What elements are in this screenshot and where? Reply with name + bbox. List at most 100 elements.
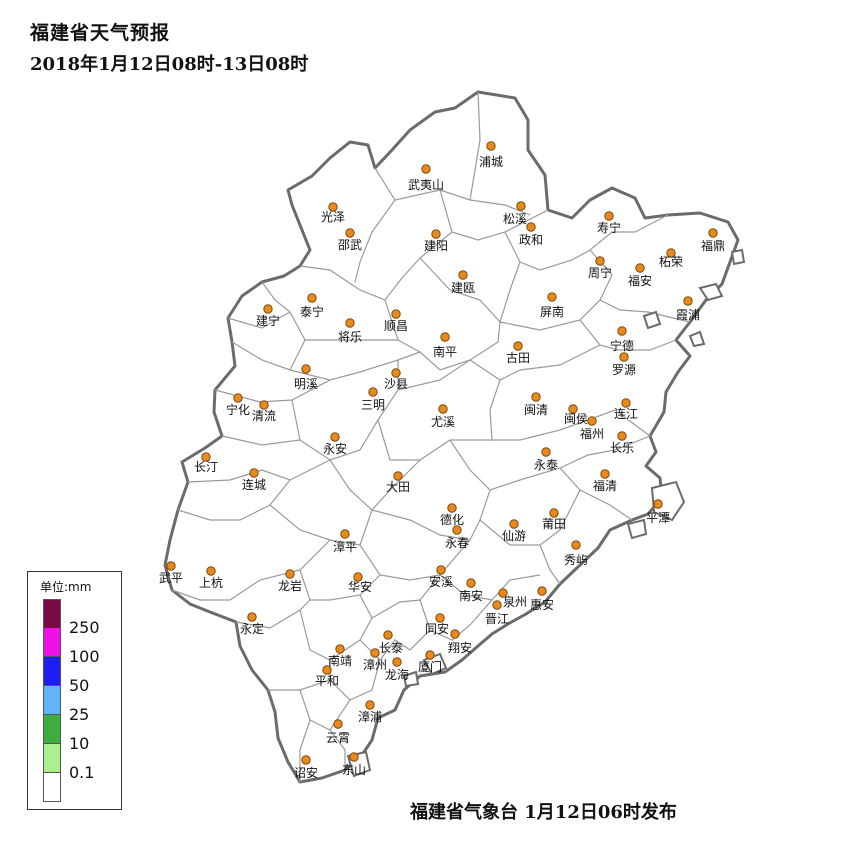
station-dot-icon xyxy=(365,700,375,710)
station-dot-icon xyxy=(600,469,610,479)
station-65: 平和 xyxy=(315,665,339,688)
station-6: 邵武 xyxy=(338,228,362,252)
station-dot-icon xyxy=(568,404,578,414)
station-dot-icon xyxy=(635,263,645,273)
station-label: 将乐 xyxy=(338,330,362,344)
station-label: 莆田 xyxy=(542,517,566,531)
station-45: 永春 xyxy=(445,525,469,550)
station-label: 松溪 xyxy=(503,212,527,226)
station-label: 古田 xyxy=(506,350,530,365)
station-dot-icon xyxy=(617,431,627,441)
station-64: 厦门 xyxy=(418,650,442,674)
station-13: 霞浦 xyxy=(676,296,700,322)
station-42: 德化 xyxy=(440,503,464,527)
station-label: 武平 xyxy=(159,571,183,585)
station-55: 惠安 xyxy=(530,586,554,612)
legend-swatch-0-1 xyxy=(43,773,61,802)
station-dot-icon xyxy=(259,400,269,410)
station-dot-icon xyxy=(345,228,355,238)
station-label: 明溪 xyxy=(294,377,318,391)
precipitation-legend: 单位:mm 250 100 50 25 10 0.1 xyxy=(27,571,122,810)
station-label: 建宁 xyxy=(256,313,280,328)
station-label: 南安 xyxy=(459,588,483,603)
station-69: 东山 xyxy=(342,752,366,777)
station-63: 龙海 xyxy=(385,657,409,682)
station-label: 柘荣 xyxy=(659,255,683,269)
legend-label-250: 250 xyxy=(69,618,100,637)
station-label: 龙海 xyxy=(385,667,409,682)
station-label: 泰宁 xyxy=(300,304,324,319)
station-dot-icon xyxy=(531,392,541,402)
station-label: 武夷山 xyxy=(408,177,444,192)
station-66: 漳浦 xyxy=(358,700,382,724)
legend-label-100: 100 xyxy=(69,647,100,666)
station-label: 宁化 xyxy=(226,402,250,417)
station-dot-icon xyxy=(435,613,445,623)
station-label: 厦门 xyxy=(418,659,442,674)
station-48: 武平 xyxy=(159,561,183,585)
station-32: 福州 xyxy=(580,416,604,441)
station-label: 永泰 xyxy=(534,458,558,472)
station-label: 东山 xyxy=(342,763,366,777)
station-label: 顺昌 xyxy=(384,319,408,333)
station-dot-icon xyxy=(571,540,581,550)
station-17: 顺昌 xyxy=(384,309,408,333)
station-label: 南靖 xyxy=(328,653,352,668)
station-68: 诏安 xyxy=(294,755,318,780)
station-dot-icon xyxy=(392,657,402,667)
station-56: 晋江 xyxy=(485,600,509,626)
station-dot-icon xyxy=(328,202,338,212)
station-label: 福鼎 xyxy=(701,238,725,253)
station-10: 柘荣 xyxy=(659,248,683,269)
station-label: 上杭 xyxy=(199,575,223,590)
station-dot-icon xyxy=(666,248,676,258)
station-62: 漳州 xyxy=(363,648,387,672)
station-52: 安溪 xyxy=(429,565,453,589)
station-28: 三明 xyxy=(361,387,385,412)
station-dot-icon xyxy=(595,256,605,266)
station-dot-icon xyxy=(466,578,476,588)
station-dot-icon xyxy=(492,600,502,610)
station-20: 宁德 xyxy=(610,326,634,353)
station-dot-icon xyxy=(421,164,431,174)
station-dot-icon xyxy=(516,201,526,211)
station-label: 长泰 xyxy=(379,641,403,655)
station-label: 大田 xyxy=(386,480,410,494)
station-dot-icon xyxy=(263,304,273,314)
station-dot-icon xyxy=(537,586,547,596)
station-11: 周宁 xyxy=(588,256,612,280)
station-dot-icon xyxy=(425,650,435,660)
station-label: 闽清 xyxy=(524,403,548,417)
station-dot-icon xyxy=(206,566,216,576)
station-dot-icon xyxy=(340,529,350,539)
legend-swatch-25 xyxy=(43,715,61,744)
station-label: 德化 xyxy=(440,512,464,527)
station-dot-icon xyxy=(486,141,496,151)
station-label: 诏安 xyxy=(294,765,318,780)
station-dot-icon xyxy=(683,296,693,306)
station-label: 南平 xyxy=(433,344,457,359)
station-54: 泉州 xyxy=(498,588,527,609)
station-21: 南平 xyxy=(433,332,457,359)
station-label: 秀屿 xyxy=(564,553,588,567)
map-title: 福建省天气预报 xyxy=(30,22,171,44)
station-dot-icon xyxy=(301,755,311,765)
station-dot-icon xyxy=(307,293,317,303)
station-label: 同安 xyxy=(425,621,449,636)
station-dot-icon xyxy=(285,569,295,579)
station-label: 漳浦 xyxy=(358,709,382,724)
publisher-note: 福建省气象台 1月12日06时发布 xyxy=(410,802,677,823)
station-8: 寿宁 xyxy=(597,211,621,235)
station-dot-icon xyxy=(233,393,243,403)
station-label: 永安 xyxy=(323,441,347,456)
station-dot-icon xyxy=(526,222,536,232)
station-67: 云霄 xyxy=(326,719,350,745)
station-dot-icon xyxy=(438,404,448,414)
station-dot-icon xyxy=(349,752,359,762)
station-5: 政和 xyxy=(519,222,543,247)
station-dot-icon xyxy=(653,499,663,509)
station-14: 建瓯 xyxy=(451,270,475,295)
coastal-islands xyxy=(346,248,746,778)
station-3: 光泽 xyxy=(321,202,345,224)
